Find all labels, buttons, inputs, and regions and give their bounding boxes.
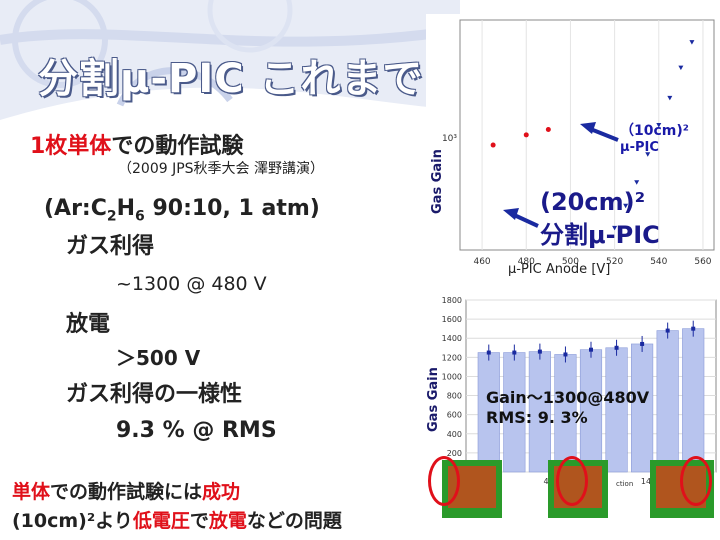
reference-note: （2009 JPS秋季大会 澤野講演） bbox=[118, 161, 324, 177]
gain-curve-point-10cm-4 bbox=[656, 122, 662, 128]
gain-curve-point-10cm-1 bbox=[623, 203, 629, 209]
gain-curve-xlabel: μ-PIC Anode [V] bbox=[508, 262, 611, 277]
uniformity-point-7 bbox=[665, 328, 670, 333]
test-heading: 1枚単体での動作試験 bbox=[30, 128, 243, 160]
gas-condition-post: 90:10, 1 atm) bbox=[144, 196, 320, 221]
gain-curve-point-div-1 bbox=[523, 132, 529, 138]
uniformity-point-4 bbox=[589, 347, 593, 352]
conclusion-part-2: での動作試験には bbox=[50, 481, 203, 503]
gain-curve-point-10cm-6 bbox=[678, 65, 684, 71]
gain-curve-chart: Gas Gain 460 480 500 520 540 560 10³ μ-PIC Ano… bbox=[426, 14, 720, 284]
uniformity-point-6 bbox=[640, 341, 645, 346]
gain-curve-x-tick-2: 500 bbox=[562, 257, 579, 267]
conclusion-part-7: 放電 bbox=[208, 510, 247, 532]
gain-curve-x-tick-4: 540 bbox=[650, 257, 667, 267]
discharge-label: 放電 bbox=[66, 312, 111, 337]
conclusion-part-3: 成功 bbox=[202, 481, 241, 503]
discharge-value: ＞500 V bbox=[116, 346, 201, 370]
conclusion-part-5: 低電圧 bbox=[132, 510, 190, 532]
uniformity-y-tick-7: 1400 bbox=[442, 334, 462, 343]
gain-curve-point-10cm-3 bbox=[645, 152, 651, 157]
gain-value: ~1300 @ 480 V bbox=[116, 273, 267, 295]
highlight-ring-3 bbox=[680, 456, 712, 506]
uniformity-x-tick-0: 4 bbox=[543, 477, 548, 486]
highlight-ring-1 bbox=[428, 456, 460, 506]
gain-curve-point-div-0 bbox=[490, 142, 496, 148]
uniformity-y-tick-1: 200 bbox=[447, 449, 462, 458]
uniformity-annotation-2: RMS: 9. 3% bbox=[486, 408, 588, 427]
gain-curve-x-tick-1: 480 bbox=[518, 257, 535, 267]
annotation-10cm-sub: μ-PIC bbox=[620, 140, 659, 155]
annotation-10cm: （10cm)² bbox=[620, 123, 689, 139]
uniformity-point-5 bbox=[614, 345, 619, 350]
conclusion-part-4: (10cm)²より bbox=[12, 510, 133, 532]
uniformity-y-tick-5: 1000 bbox=[442, 372, 462, 381]
gas-condition-pre: (Ar:C bbox=[44, 196, 107, 221]
highlight-ring-2 bbox=[556, 456, 588, 506]
gain-curve-y-tick-0: 10³ bbox=[442, 134, 457, 144]
conclusion-line2: (10cm)²より低電圧で放電などの問題 bbox=[12, 506, 342, 533]
conclusion-part-8: などの問題 bbox=[246, 510, 342, 532]
gain-curve-point-10cm-5 bbox=[667, 95, 673, 101]
uniformity-plot: 020040060080010001200140016001800461416μ… bbox=[442, 296, 717, 488]
uniformity-y-tick-2: 400 bbox=[447, 430, 462, 439]
uniformity-point-0 bbox=[486, 350, 491, 355]
gain-curve-frame bbox=[459, 19, 715, 251]
uniformity-bar-8 bbox=[682, 328, 705, 473]
annotation-div: (20cm)² bbox=[540, 188, 646, 216]
uniformity-point-3 bbox=[563, 352, 568, 357]
uniformity-y-tick-4: 800 bbox=[447, 392, 462, 401]
gain-curve-point-10cm-7 bbox=[689, 40, 695, 45]
uniformity-y-tick-3: 600 bbox=[447, 411, 462, 420]
uniformity-point-2 bbox=[537, 349, 542, 354]
gas-condition-sub1: 2 bbox=[106, 208, 117, 225]
uniformity-bar-7 bbox=[656, 330, 679, 473]
gain-label: ガス利得 bbox=[66, 234, 155, 259]
gain-curve-plot: 460 480 500 520 540 560 10³ bbox=[442, 19, 715, 267]
gain-curve-point-10cm-0 bbox=[612, 225, 618, 231]
conclusion-part-1: 単体 bbox=[12, 481, 51, 503]
test-heading-text: での動作試験 bbox=[111, 134, 244, 159]
gain-curve-point-div-2 bbox=[545, 127, 551, 133]
uniformity-value: 9.3 % @ RMS bbox=[116, 418, 277, 443]
uniformity-chart: Gas Gain 0200400600800100012001400160018… bbox=[420, 292, 720, 492]
uniformity-point-1 bbox=[512, 350, 517, 355]
gas-condition-sub2: 6 bbox=[135, 208, 145, 225]
uniformity-bar-5 bbox=[605, 347, 628, 473]
test-heading-highlight: 1枚単体 bbox=[30, 134, 112, 159]
uniformity-y-tick-6: 1200 bbox=[442, 353, 462, 362]
slide-title: 分割μ-PIC これまで bbox=[38, 56, 424, 102]
conclusion-line1: 単体での動作試験には成功 bbox=[12, 477, 240, 504]
gain-curve-x-tick-0: 460 bbox=[473, 257, 490, 267]
gas-condition-mid: H bbox=[116, 196, 136, 221]
conclusion-part-6: で bbox=[189, 510, 209, 532]
uniformity-y-tick-8: 1600 bbox=[442, 315, 462, 324]
gain-curve-point-10cm-2 bbox=[634, 180, 640, 185]
gain-curve-x-tick-3: 520 bbox=[606, 257, 623, 267]
gain-curve-x-tick-5: 560 bbox=[694, 257, 711, 267]
gas-condition: (Ar:C2H6 90:10, 1 atm) bbox=[44, 196, 320, 224]
uniformity-x-tick-2: 14 bbox=[641, 477, 651, 486]
uniformity-label: ガス利得の一様性 bbox=[66, 382, 243, 407]
annotation-div-sub: 分割μ-PIC bbox=[540, 221, 660, 249]
uniformity-annotation-1: Gain〜1300@480V bbox=[486, 388, 650, 407]
uniformity-point-8 bbox=[691, 326, 696, 331]
uniformity-x-label-fragment-2: ction bbox=[616, 480, 633, 488]
uniformity-y-tick-9: 1800 bbox=[442, 296, 462, 305]
